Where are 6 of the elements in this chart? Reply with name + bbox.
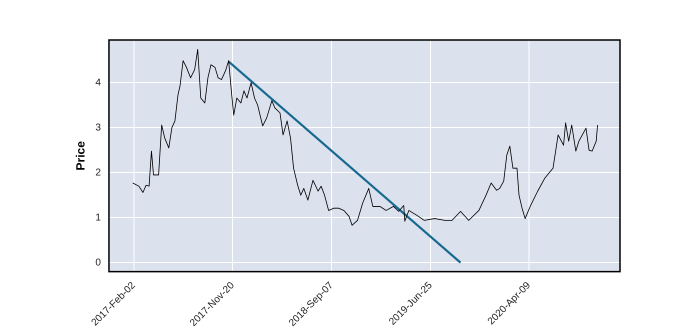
y-tick-label: 4 (95, 77, 102, 88)
y-axis-title: Price (74, 140, 88, 170)
y-tick-label: 2 (95, 167, 102, 178)
y-tick-label: 1 (95, 212, 102, 224)
y-tick-label: 3 (95, 122, 102, 134)
y-tick-label: 0 (95, 257, 102, 268)
